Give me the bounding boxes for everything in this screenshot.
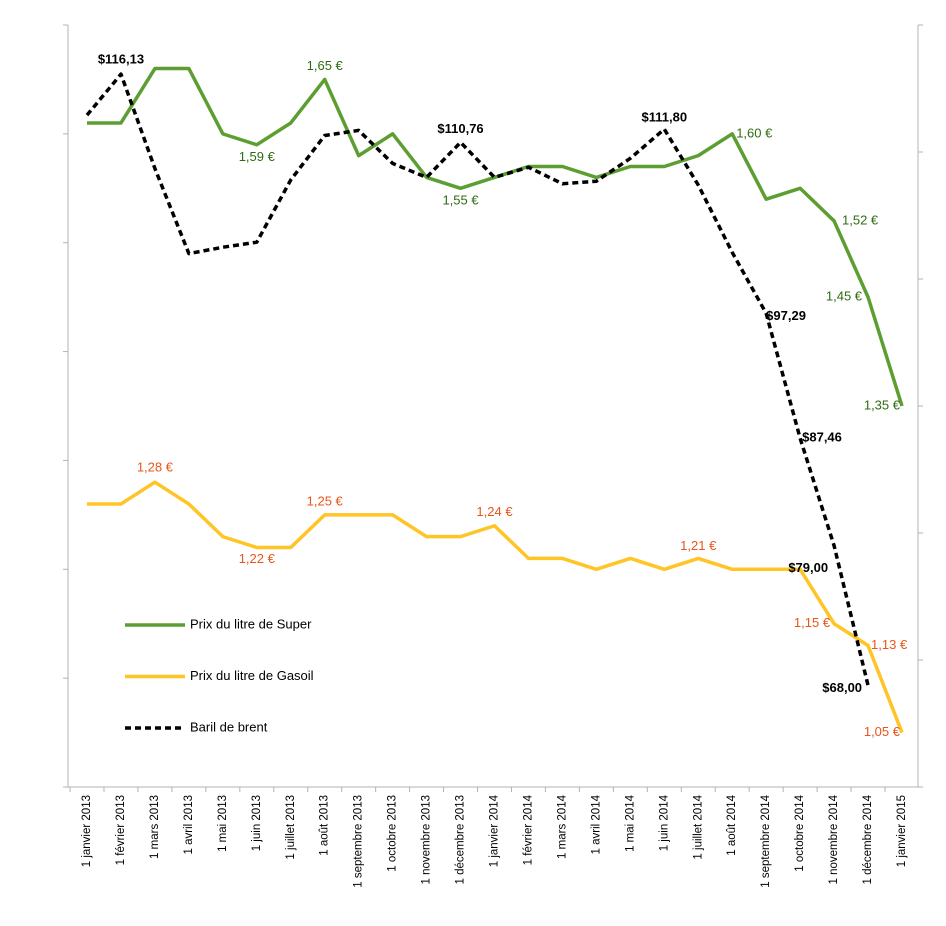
x-tick-label: 1 août 2013 [319,795,331,856]
data-label: 1,52 € [842,212,879,227]
x-tick-label: 1 mai 2013 [217,795,229,852]
data-label: 1,24 € [476,504,513,519]
data-label: $87,46 [802,430,842,445]
x-tick-label: 1 avril 2013 [183,795,195,854]
data-label: 1,28 € [137,460,174,475]
x-tick-label: 1 janvier 2013 [81,795,93,867]
x-tick-label: 1 août 2014 [726,794,738,855]
x-tick-label: 1 janvier 2015 [896,795,908,867]
x-tick-label: 1 juillet 2013 [285,795,297,860]
data-label: 1,21 € [680,538,717,553]
data-label: 1,13 € [871,637,908,652]
data-label: 1,15 € [794,615,831,630]
data-label: $68,00 [822,680,862,695]
legend-label: Prix du litre de Gasoil [190,668,314,683]
x-tick-label: 1 novembre 2014 [828,794,840,884]
series-line [87,480,904,734]
legend-label: Prix du litre de Super [190,616,312,631]
x-tick-label: 1 juin 2014 [658,794,670,851]
x-tick-label: 1 décembre 2013 [455,795,467,885]
data-label: $110,76 [437,121,483,136]
x-tick-label: 1 novembre 2013 [421,795,433,885]
x-tick-label: 1 juin 2013 [251,795,263,851]
data-label: 1,25 € [307,493,344,508]
x-tick-label: 1 septembre 2014 [760,794,772,887]
data-label: 1,35 € [864,397,901,412]
series-line [87,66,904,407]
data-label: $111,80 [642,110,688,125]
data-label: 1,60 € [736,125,773,140]
x-tick-label: 1 mars 2013 [149,795,161,859]
data-label: $116,13 [98,52,144,67]
series-line [85,72,870,686]
x-tick-label: 1 mars 2014 [556,794,568,859]
legend-label: Baril de brent [190,719,268,734]
x-tick-label: 1 décembre 2014 [862,794,874,884]
data-label: 1,45 € [826,289,863,304]
data-label: 1,22 € [239,551,276,566]
data-label: 1,55 € [442,193,479,208]
data-label: 1,59 € [239,149,276,164]
x-tick-label: 1 octobre 2013 [387,795,399,872]
x-tick-label: 1 octobre 2014 [794,794,806,871]
x-tick-label: 1 septembre 2013 [353,795,365,888]
x-tick-label: 1 janvier 2014 [489,794,501,867]
x-tick-label: 1 mai 2014 [624,794,636,852]
data-label: $79,00 [788,560,828,575]
data-label: $97,29 [766,308,806,323]
data-label: 1,05 € [864,724,901,739]
x-tick-label: 1 février 2014 [522,794,534,865]
x-tick-label: 1 juillet 2014 [692,794,704,859]
data-label: 1,65 € [307,58,344,73]
x-tick-label: 1 février 2013 [115,795,127,865]
x-tick-label: 1 avril 2014 [590,794,602,854]
